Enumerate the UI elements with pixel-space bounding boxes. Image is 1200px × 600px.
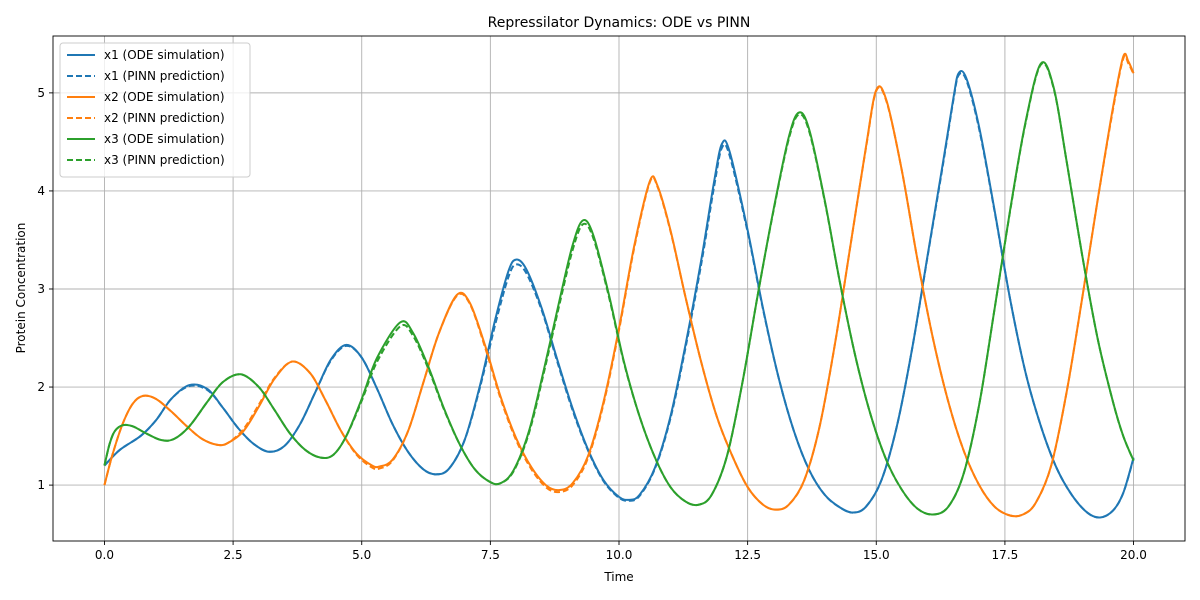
x-tick-label: 12.5 (734, 548, 761, 562)
x-axis-label: Time (603, 570, 633, 584)
y-tick-label: 5 (37, 86, 45, 100)
series-lines (103, 52, 1135, 519)
y-tick-label: 2 (37, 380, 45, 394)
series-line-2 (103, 71, 1135, 519)
chart-title: Repressilator Dynamics: ODE vs PINN (488, 15, 751, 31)
axis-ticks: 0.0 2.5 5.0 7.5 10.0 12.5 15.0 17.5 20.0 1 2 3 4 5 (37, 86, 1147, 562)
legend-entry: x2 (PINN prediction) (104, 111, 225, 125)
x-tick-label: 17.5 (992, 548, 1019, 562)
legend-entry: x2 (ODE simulation) (104, 90, 225, 104)
x-tick-label: 15.0 (863, 548, 890, 562)
series-line-1 (103, 70, 1135, 519)
grid-lines (53, 36, 1185, 541)
series-line-6 (103, 62, 1135, 516)
x-tick-label: 10.0 (606, 548, 633, 562)
x-tick-label: 7.5 (481, 548, 500, 562)
x-tick-label: 5.0 (352, 548, 371, 562)
x-tick-label: 2.5 (224, 548, 243, 562)
x-tick-label: 0.0 (95, 548, 114, 562)
y-axis-label: Protein Concentration (14, 223, 28, 354)
legend: x1 (ODE simulation) x1 (PINN prediction) x… (59, 42, 251, 178)
x-tick-label: 20.0 (1120, 548, 1147, 562)
legend-entry: x1 (ODE simulation) (104, 48, 225, 62)
legend-box (59, 42, 251, 178)
legend-entry: x3 (PINN prediction) (104, 153, 225, 167)
legend-entry: x3 (ODE simulation) (104, 132, 225, 146)
legend-entry: x1 (PINN prediction) (104, 69, 225, 83)
y-tick-label: 4 (37, 184, 45, 198)
series-line-4 (103, 54, 1135, 518)
y-tick-label: 1 (37, 478, 45, 492)
y-tick-label: 3 (37, 282, 45, 296)
